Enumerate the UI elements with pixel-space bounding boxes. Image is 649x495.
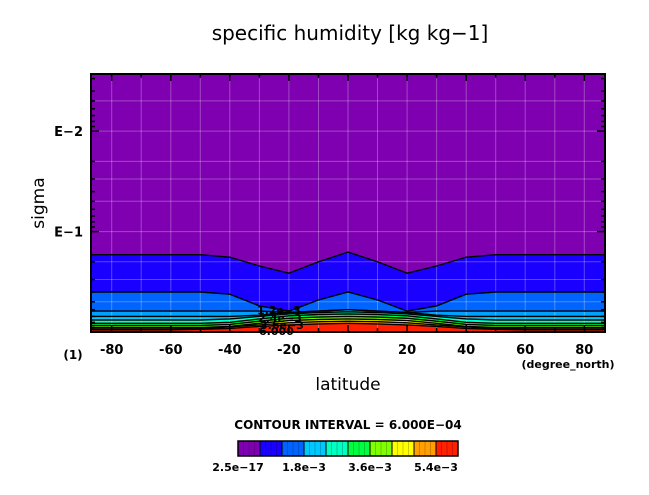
colorbar-tick-label: 2.5e−17: [212, 461, 263, 474]
contour-line: [91, 308, 605, 318]
x-axis-ticks: -80 -60 -40 -20 0 20 40 60 80: [100, 74, 593, 358]
x-tick-label: -80: [100, 343, 124, 358]
contour-line: [91, 291, 605, 312]
x-tick-label: 0: [343, 343, 352, 358]
x-tick-label: 20: [398, 343, 416, 358]
grid-lines: [91, 74, 605, 332]
x-tick-label: 80: [575, 343, 593, 358]
x-tick-label: -20: [277, 343, 301, 358]
contour-line: [91, 311, 605, 321]
x-axis-title: latitude: [315, 375, 380, 395]
contour-label: 1.2e−3: [257, 304, 301, 317]
colorbar: [237, 440, 459, 457]
contour-label: 6.000: [259, 325, 294, 338]
colorbar-frame: [237, 440, 459, 457]
colorbar-tick-label: 5.4e−3: [414, 461, 458, 474]
x-tick-label: -40: [218, 343, 242, 358]
contour-label: 3.6e−3: [260, 319, 304, 332]
y-tick-label: E−1: [54, 226, 83, 241]
contour-line: [91, 251, 605, 274]
y-tick-label: E−2: [54, 125, 83, 140]
figure-label: (1): [63, 348, 82, 362]
contour-line: [91, 313, 605, 324]
y-axis-ticks: E−2 E−1: [54, 77, 605, 329]
colorbar-tick-label: 1.8e−3: [282, 461, 326, 474]
chart-title: specific humidity [kg kg−1]: [212, 21, 489, 45]
contour-interval-label: CONTOUR INTERVAL = 6.000E−04: [234, 418, 461, 432]
x-axis-unit: (degree_north): [521, 358, 614, 371]
x-tick-label: -60: [159, 343, 183, 358]
x-tick-label: 40: [457, 343, 475, 358]
contour-label: 2.4e−3: [258, 312, 302, 325]
x-tick-label: 60: [516, 343, 534, 358]
colorbar-labels: 2.5e−17 1.8e−3 3.6e−3 5.4e−3: [212, 461, 458, 474]
colorbar-tick-label: 3.6e−3: [348, 461, 392, 474]
y-axis-title: sigma: [29, 177, 49, 228]
